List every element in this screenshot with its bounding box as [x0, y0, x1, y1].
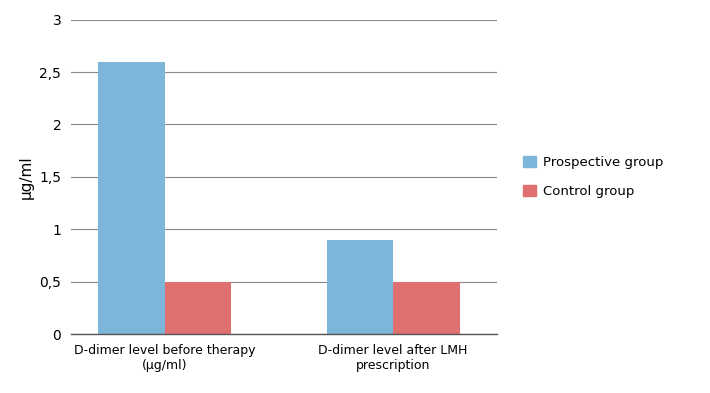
Y-axis label: μg/ml: μg/ml: [18, 155, 33, 199]
Bar: [98, 62, 165, 334]
Bar: [393, 282, 459, 334]
Legend: Prospective group, Control group: Prospective group, Control group: [518, 151, 669, 203]
Bar: [165, 282, 231, 334]
Bar: [327, 240, 393, 334]
